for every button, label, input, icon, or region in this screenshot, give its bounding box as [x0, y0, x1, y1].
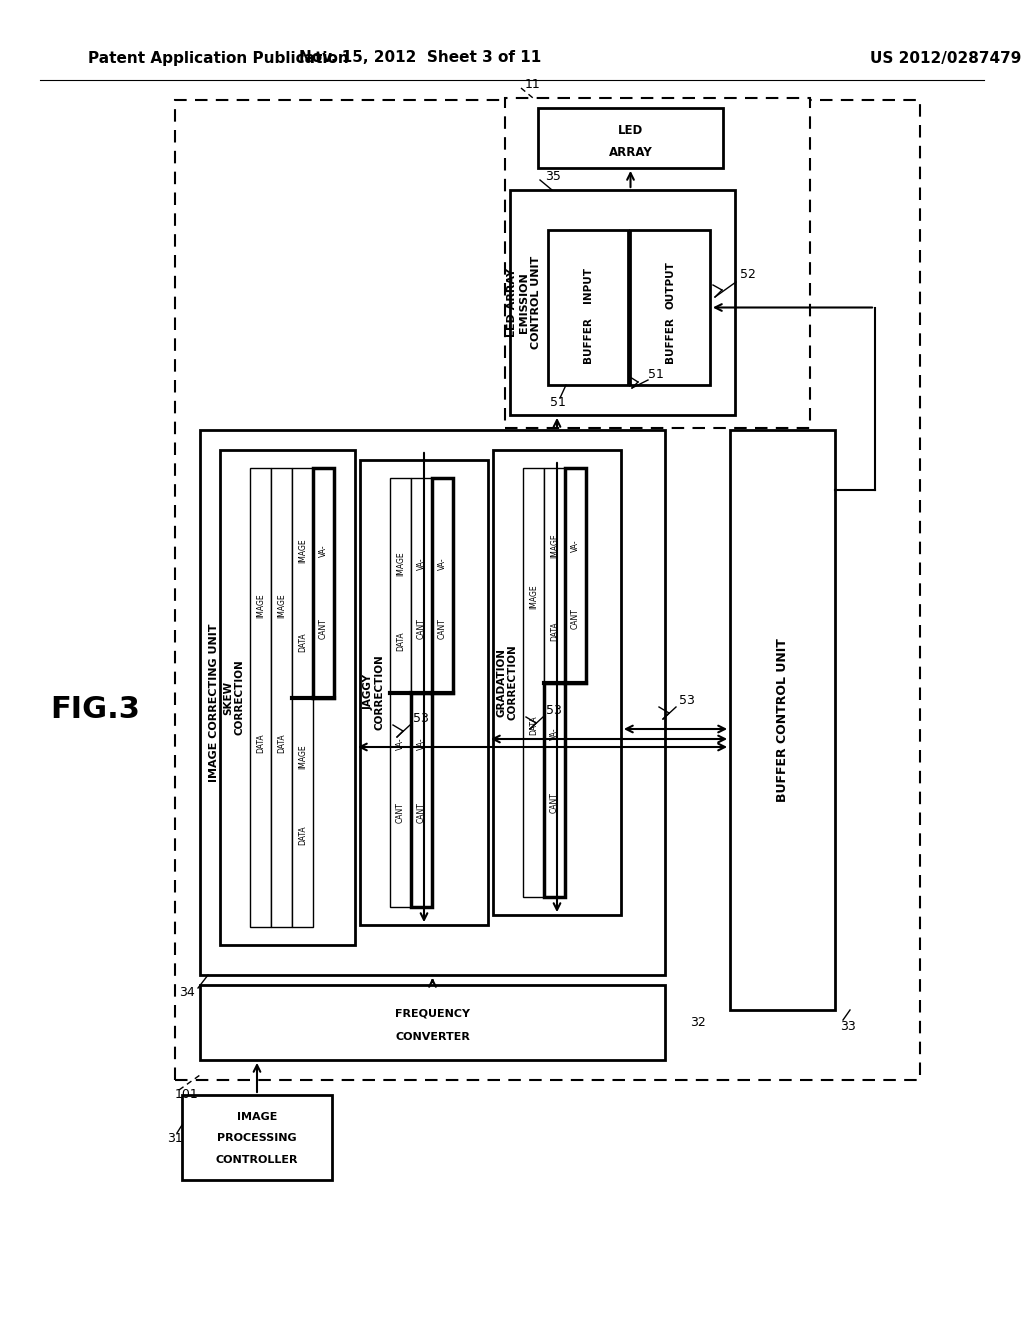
- Bar: [548, 230, 628, 385]
- Bar: [271, 469, 292, 927]
- Text: DATA: DATA: [298, 632, 307, 652]
- Text: VA-: VA-: [417, 557, 426, 570]
- Text: 51: 51: [550, 396, 566, 409]
- Bar: [411, 693, 432, 907]
- Text: IMAGE: IMAGE: [298, 744, 307, 770]
- Text: DATA: DATA: [256, 734, 265, 754]
- Text: DATA: DATA: [298, 825, 307, 845]
- Bar: [292, 469, 313, 697]
- Bar: [200, 985, 665, 1060]
- Text: DATA: DATA: [278, 734, 286, 754]
- Text: IMAGE: IMAGE: [278, 594, 286, 618]
- Text: CANT: CANT: [417, 618, 426, 639]
- Bar: [390, 693, 411, 907]
- Text: Nov. 15, 2012  Sheet 3 of 11: Nov. 15, 2012 Sheet 3 of 11: [299, 50, 541, 66]
- Text: CONTROLLER: CONTROLLER: [216, 1155, 298, 1166]
- Text: 53: 53: [679, 694, 695, 708]
- Text: VA-: VA-: [571, 539, 580, 552]
- Text: CANT: CANT: [550, 792, 559, 813]
- Text: DATA: DATA: [529, 715, 538, 735]
- Text: BUFFER CONTROL UNIT: BUFFER CONTROL UNIT: [776, 638, 790, 803]
- Text: VA-: VA-: [417, 738, 426, 750]
- Text: IMAGE: IMAGE: [529, 585, 538, 609]
- Text: 11: 11: [525, 78, 541, 91]
- Text: VA-: VA-: [319, 544, 328, 557]
- Text: CANT: CANT: [396, 803, 406, 824]
- Text: SKEW
CORRECTION: SKEW CORRECTION: [223, 660, 245, 735]
- Text: IMAGE: IMAGE: [256, 594, 265, 618]
- Bar: [505, 98, 810, 428]
- Bar: [411, 478, 432, 693]
- Text: IMAGE CORRECTING UNIT: IMAGE CORRECTING UNIT: [209, 623, 219, 781]
- Bar: [544, 469, 565, 682]
- Text: FIG.3: FIG.3: [50, 696, 140, 725]
- Text: VA-: VA-: [438, 557, 447, 570]
- Bar: [730, 430, 835, 1010]
- Text: US 2012/0287479 A1: US 2012/0287479 A1: [870, 50, 1024, 66]
- Bar: [538, 108, 723, 168]
- Text: 33: 33: [840, 1019, 856, 1032]
- Bar: [220, 450, 355, 945]
- Text: DATA: DATA: [550, 622, 559, 640]
- Bar: [565, 469, 586, 682]
- Text: CANT: CANT: [319, 618, 328, 639]
- Bar: [360, 459, 488, 925]
- Text: 51: 51: [648, 368, 664, 381]
- Text: IMAGE: IMAGE: [396, 552, 406, 576]
- Text: IMAGE: IMAGE: [550, 533, 559, 557]
- Bar: [510, 190, 735, 414]
- Bar: [523, 469, 544, 898]
- Text: INPUT: INPUT: [583, 267, 593, 304]
- Text: IMAGE: IMAGE: [237, 1111, 278, 1122]
- Text: 52: 52: [740, 268, 756, 281]
- Text: CANT: CANT: [438, 618, 447, 639]
- Bar: [630, 230, 710, 385]
- Text: FREQUENCY: FREQUENCY: [395, 1008, 470, 1018]
- Bar: [493, 450, 621, 915]
- Text: BUFFER: BUFFER: [583, 317, 593, 363]
- Text: CANT: CANT: [417, 803, 426, 824]
- Text: 34: 34: [179, 986, 195, 999]
- Text: CANT: CANT: [571, 607, 580, 628]
- Bar: [313, 469, 334, 697]
- Text: 53: 53: [546, 705, 562, 718]
- Text: GRADATION
CORRECTION: GRADATION CORRECTION: [497, 644, 518, 721]
- Text: 35: 35: [545, 169, 561, 182]
- Text: PROCESSING: PROCESSING: [217, 1133, 297, 1143]
- Text: 31: 31: [167, 1131, 183, 1144]
- Bar: [200, 430, 665, 975]
- Text: DATA: DATA: [396, 631, 406, 651]
- Text: 32: 32: [690, 1016, 706, 1030]
- Bar: [175, 100, 920, 1080]
- Text: Patent Application Publication: Patent Application Publication: [88, 50, 349, 66]
- Text: BUFFER: BUFFER: [665, 317, 675, 363]
- Text: OUTPUT: OUTPUT: [665, 261, 675, 309]
- Bar: [432, 478, 453, 693]
- Text: VA-: VA-: [550, 727, 559, 741]
- Text: VA-: VA-: [396, 738, 406, 750]
- Text: ARRAY: ARRAY: [608, 145, 652, 158]
- Bar: [182, 1096, 332, 1180]
- Bar: [292, 697, 313, 927]
- Text: JAGGY
CORRECTION: JAGGY CORRECTION: [364, 655, 385, 730]
- Text: LED: LED: [617, 124, 643, 136]
- Text: IMAGE: IMAGE: [298, 539, 307, 562]
- Text: LED ARRAY
EMISSION
CONTROL UNIT: LED ARRAY EMISSION CONTROL UNIT: [508, 256, 541, 348]
- Text: CONVERTER: CONVERTER: [395, 1032, 470, 1041]
- Bar: [390, 478, 411, 693]
- Text: 101: 101: [175, 1089, 199, 1101]
- Bar: [544, 682, 565, 898]
- Bar: [250, 469, 271, 927]
- Text: 53: 53: [413, 713, 429, 726]
